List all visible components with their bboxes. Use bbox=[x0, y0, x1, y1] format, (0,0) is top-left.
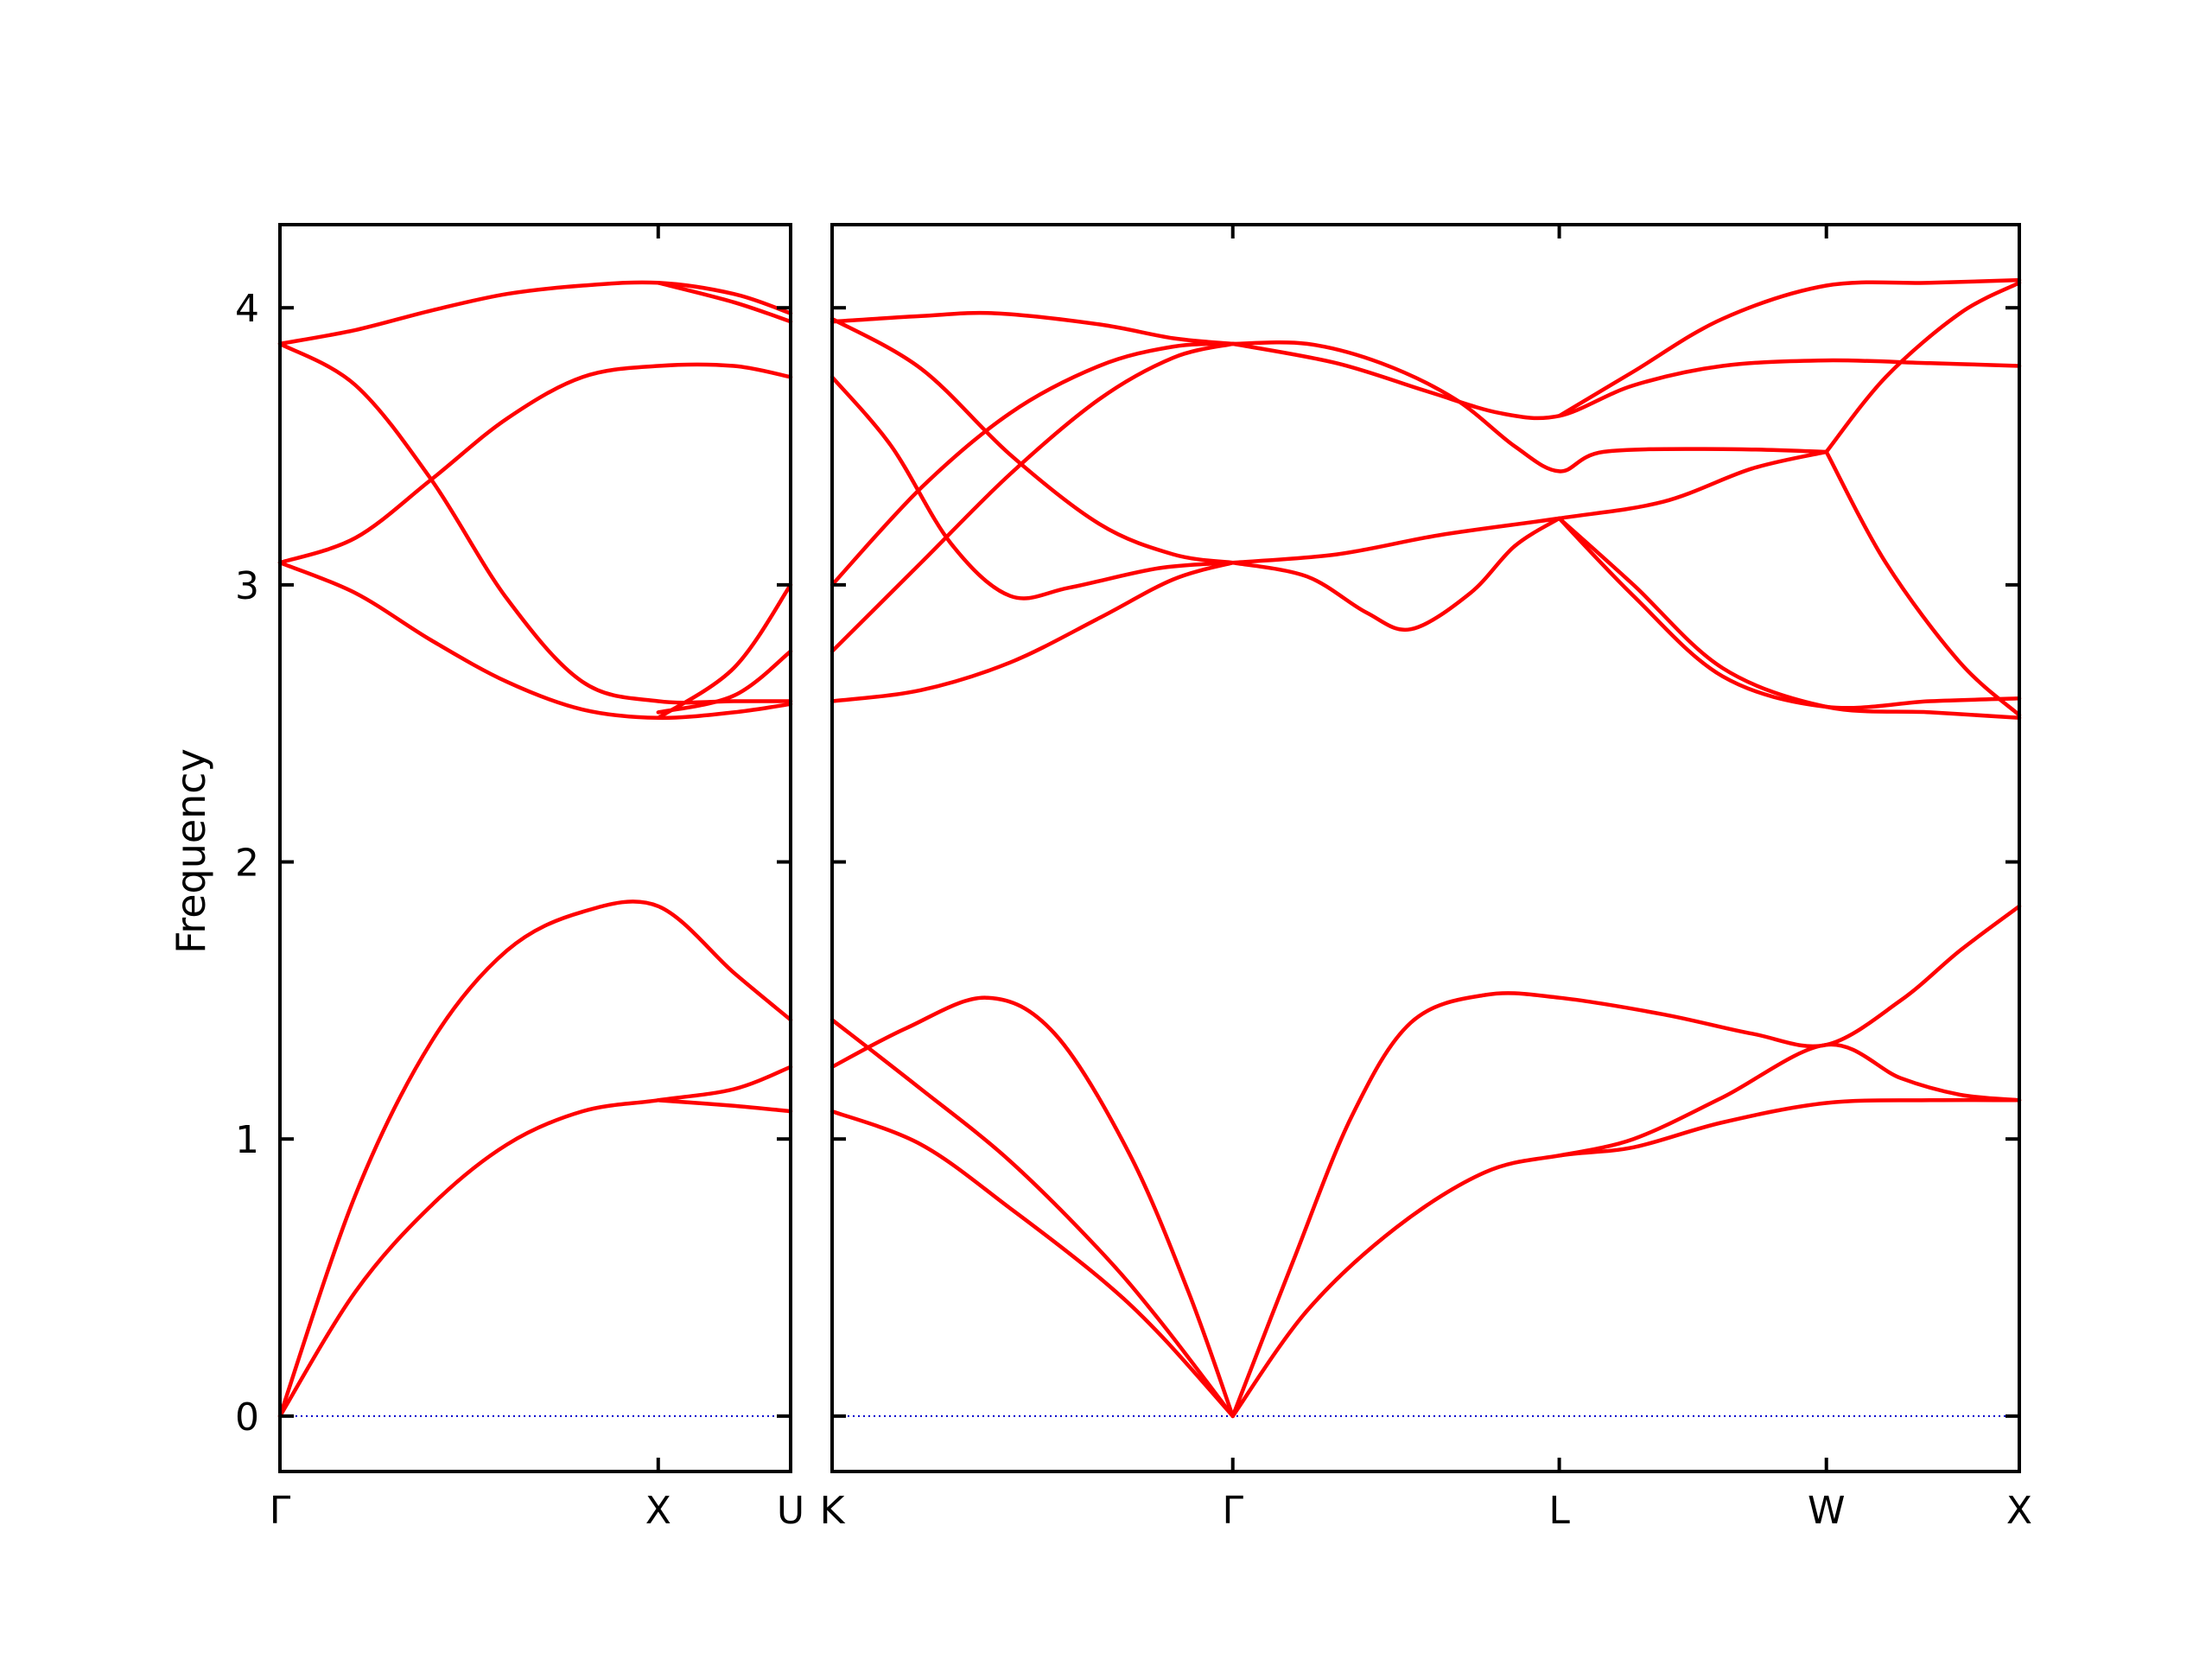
band-line-1-12 bbox=[1230, 516, 1561, 632]
band-line-1-8 bbox=[830, 341, 1235, 588]
band-line-1-5 bbox=[1557, 1042, 2022, 1158]
y-axis-label: Frequency bbox=[168, 748, 214, 954]
band-line-1-17 bbox=[1557, 516, 2022, 710]
plot-frame bbox=[830, 223, 2021, 1473]
band-line-0-9 bbox=[656, 649, 793, 715]
band-line-1-3 bbox=[1230, 1097, 2022, 1419]
band-line-0-7 bbox=[277, 280, 793, 346]
y-tick-label: 3 bbox=[235, 564, 259, 608]
x-tick-label: X bbox=[645, 1489, 671, 1533]
band-line-1-14 bbox=[1230, 340, 1828, 474]
y-tick-labels: 0 1 2 3 4 bbox=[235, 287, 259, 1440]
band-line-1-16 bbox=[1557, 277, 2022, 418]
x-tick-label: K bbox=[820, 1489, 846, 1533]
band-line-1-10 bbox=[830, 316, 1235, 565]
band-line-0-0 bbox=[277, 1065, 793, 1419]
band-line-0-10 bbox=[656, 281, 793, 324]
band-line-0-5 bbox=[277, 362, 793, 565]
x-tick-label: Γ bbox=[1222, 1489, 1243, 1533]
band-line-1-6 bbox=[830, 560, 1235, 703]
y-tick-label: 4 bbox=[235, 287, 259, 331]
y-tick-label: 2 bbox=[235, 842, 259, 886]
band-line-1-15 bbox=[1230, 341, 2022, 421]
y-tick-label: 0 bbox=[235, 1395, 259, 1440]
band-line-1-1 bbox=[830, 1018, 1235, 1419]
x-tick-label: W bbox=[1808, 1489, 1846, 1533]
x-tick-label: Γ bbox=[270, 1489, 291, 1533]
x-tick-label: X bbox=[2006, 1489, 2032, 1533]
band-line-1-20 bbox=[1824, 281, 2022, 454]
plot-frame bbox=[278, 223, 792, 1473]
x-tick-label: U bbox=[777, 1489, 804, 1533]
band-line-1-0 bbox=[830, 1109, 1235, 1419]
band-line-1-19 bbox=[1824, 449, 2022, 717]
y-tick-label: 1 bbox=[235, 1118, 259, 1162]
x-tick-label: L bbox=[1548, 1489, 1570, 1533]
band-line-1-7 bbox=[830, 341, 1235, 654]
band-line-1-9 bbox=[830, 375, 1235, 601]
band-line-0-1 bbox=[277, 899, 793, 1419]
band-line-0-3 bbox=[656, 1098, 793, 1114]
band-line-1-18 bbox=[1557, 516, 2022, 721]
band-line-1-11 bbox=[830, 310, 1235, 346]
band-line-1-4 bbox=[1230, 904, 2022, 1419]
band-line-1-13 bbox=[1230, 449, 1828, 565]
band-line-0-4 bbox=[277, 560, 793, 721]
band-line-1-2 bbox=[830, 995, 1235, 1419]
band-line-0-6 bbox=[277, 341, 793, 705]
